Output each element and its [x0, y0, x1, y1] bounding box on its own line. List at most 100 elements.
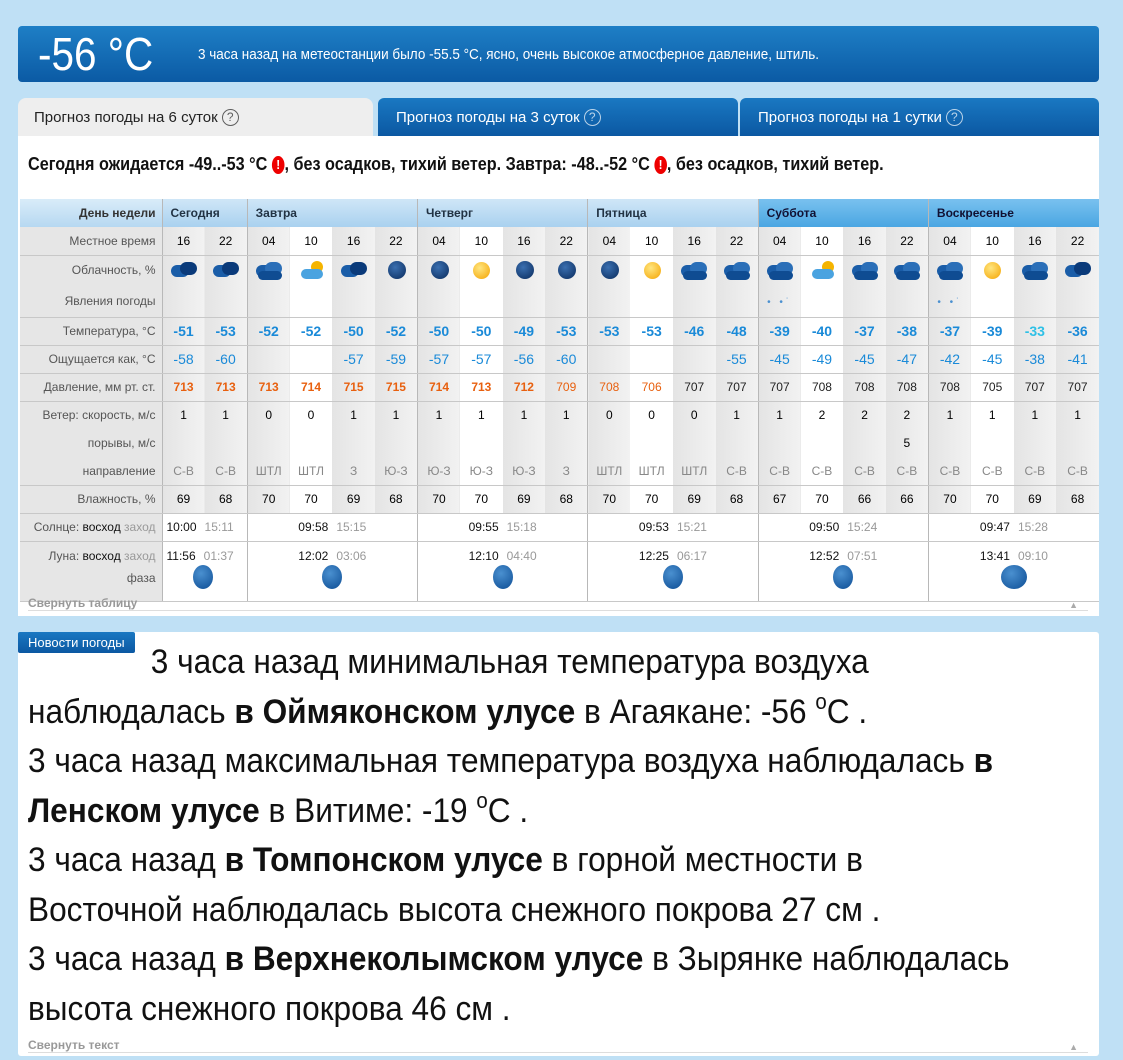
night-cloudy-icon	[340, 259, 367, 281]
wind-speed-row-cell: 0	[246, 401, 290, 429]
wind-speed-row-cell: 0	[289, 401, 333, 429]
help-icon[interactable]: ?	[945, 108, 963, 126]
feels-like-row-cell: -47	[885, 345, 929, 374]
cloudy-icon	[681, 259, 708, 281]
pressure-row-cell: 709	[545, 373, 588, 402]
humidity-value: 68	[729, 492, 744, 506]
direction-row-label: направление	[20, 457, 162, 486]
temperature-value: -39	[769, 323, 790, 339]
pressure-value: 708	[854, 380, 875, 394]
moon-row-day: 12:02 03:06	[246, 541, 418, 602]
moon-row-day: 11:56 01:37	[161, 541, 248, 602]
tab-3-days[interactable]: Прогноз погоды на 3 суток?	[378, 98, 738, 136]
cloud-row-cell	[289, 255, 333, 285]
sunrise-time: 09:55	[468, 520, 499, 534]
wind-speed-value: 0	[265, 408, 273, 423]
cloud-row-cell	[502, 255, 546, 285]
temperature-value: -37	[854, 323, 875, 339]
time-row-cell: 22	[885, 227, 929, 256]
help-icon[interactable]: ?	[221, 108, 239, 126]
humidity-value: 70	[432, 492, 446, 506]
current-temperature: -56 °C	[38, 28, 154, 80]
icon-part	[387, 261, 406, 280]
moon-phase-icon	[192, 564, 213, 589]
phenomena-row-cell	[460, 285, 503, 318]
sun-row: Солнце: восход заход 10:00 15:11 09:58 15:15…	[20, 513, 1099, 542]
collapse-arrow-icon[interactable]: ▲	[1069, 600, 1078, 610]
feels-like-row-cell: -60	[204, 345, 248, 374]
wind-speed-row-cell: 2	[800, 401, 844, 429]
wind-speed-value: 1	[562, 408, 570, 423]
direction-row-cell: ШТЛ	[672, 457, 716, 486]
humidity-value: 67	[772, 492, 787, 506]
tab-1-day[interactable]: Прогноз погоды на 1 сутки?	[740, 98, 1099, 136]
temperature-value: -40	[811, 323, 833, 339]
time-row-cell: 22	[715, 227, 759, 256]
cloud-row-cell	[332, 255, 375, 285]
cloud-row-cell	[843, 255, 886, 285]
humidity-row-cell: 70	[587, 485, 631, 514]
time-row-cell: 10	[970, 227, 1014, 256]
sun-icon	[979, 259, 1005, 281]
pressure-value: 715	[343, 380, 364, 394]
feels-like-row-cell: -42	[927, 345, 971, 374]
time-value: 22	[559, 233, 573, 248]
direction-row-cell: С-В	[1056, 457, 1099, 486]
moon-phase	[248, 563, 417, 592]
cloudy-icon	[723, 259, 750, 281]
feels-like-row-label: Ощущается как, °C	[20, 345, 162, 374]
time-row-label: Местное время	[20, 227, 162, 256]
cloud-row-cell	[246, 255, 290, 285]
temperature-row-cell: -52	[246, 317, 290, 346]
direction-row-cell: С-В	[970, 457, 1014, 486]
humidity-row-cell: 70	[630, 485, 673, 514]
news-item: 3 часа назад минимальная температура воз…	[28, 638, 1014, 737]
day-name: Суббота	[757, 199, 929, 227]
sunrise-time: 09:53	[638, 520, 669, 534]
sun-row-day: 09:47 15:28	[927, 513, 1099, 542]
temperature-row-cell: -38	[885, 317, 929, 346]
pressure-value: 707	[769, 380, 790, 394]
temperature-row-cell: -53	[204, 317, 248, 346]
moon-phase	[929, 563, 1099, 592]
time-row-cell: 04	[416, 227, 461, 256]
temperature-row-label: Температура, °C	[20, 317, 162, 346]
wind-direction-value: ШТЛ	[638, 463, 665, 478]
direction-row-cell: ШТЛ	[587, 457, 631, 486]
sunset-time: 15:21	[676, 520, 707, 534]
icon-part	[768, 271, 793, 281]
temperature-value: -52	[385, 323, 407, 339]
temperature-value: -51	[173, 323, 194, 339]
pressure-row-cell: 705	[970, 373, 1014, 402]
tab-6-days[interactable]: Прогноз погоды на 6 суток?	[18, 98, 373, 136]
collapse-text-link[interactable]: Свернуть текст ▲	[28, 1038, 1088, 1053]
wind-speed-value: 1	[477, 408, 485, 423]
humidity-value: 69	[176, 492, 191, 506]
feels-like-row-cell: -57	[460, 345, 503, 374]
help-icon[interactable]: ?	[583, 108, 601, 126]
humidity-value: 69	[517, 492, 531, 506]
moonset-time: 01:37	[203, 548, 234, 563]
news-item-text: в Витиме: -19	[259, 791, 477, 830]
cloudy-icon	[893, 259, 920, 281]
wind-speed-value: 1	[1074, 408, 1081, 423]
pressure-row-label: Давление, мм рт. ст.	[20, 373, 162, 402]
wind-speed-value: 2	[818, 408, 826, 423]
wind-speed-row: Ветер: скорость, м/с 1 1 0 0 1 1 1 1 1 1 0 0 0 1 1 2 2 2 1 1…	[20, 401, 1099, 429]
gusts-row-cell	[246, 429, 290, 457]
forecast-summary: Сегодня ожидается -49..-53 °C !, без оса…	[28, 154, 884, 175]
moon-phase	[418, 563, 587, 592]
sunrise-time: 09:50	[809, 520, 840, 534]
collapse-table-link[interactable]: Свернуть таблицу ▲	[28, 596, 1088, 611]
icon-part	[811, 269, 834, 280]
pressure-row-cell: 707	[1056, 373, 1099, 402]
time-value: 16	[346, 233, 361, 248]
phenomena-row-cell	[800, 285, 844, 318]
weather-news: 3 часа назад минимальная температура воз…	[18, 632, 1099, 1056]
collapse-arrow-icon[interactable]: ▲	[1069, 1042, 1078, 1052]
direction-row-cell: С-В	[927, 457, 971, 486]
wind-speed-row-cell: 1	[502, 401, 546, 429]
wind-direction-value: С-В	[215, 463, 236, 478]
news-item-text: 3 часа назад	[28, 940, 225, 978]
direction-row-cell: ШТЛ	[289, 457, 333, 486]
